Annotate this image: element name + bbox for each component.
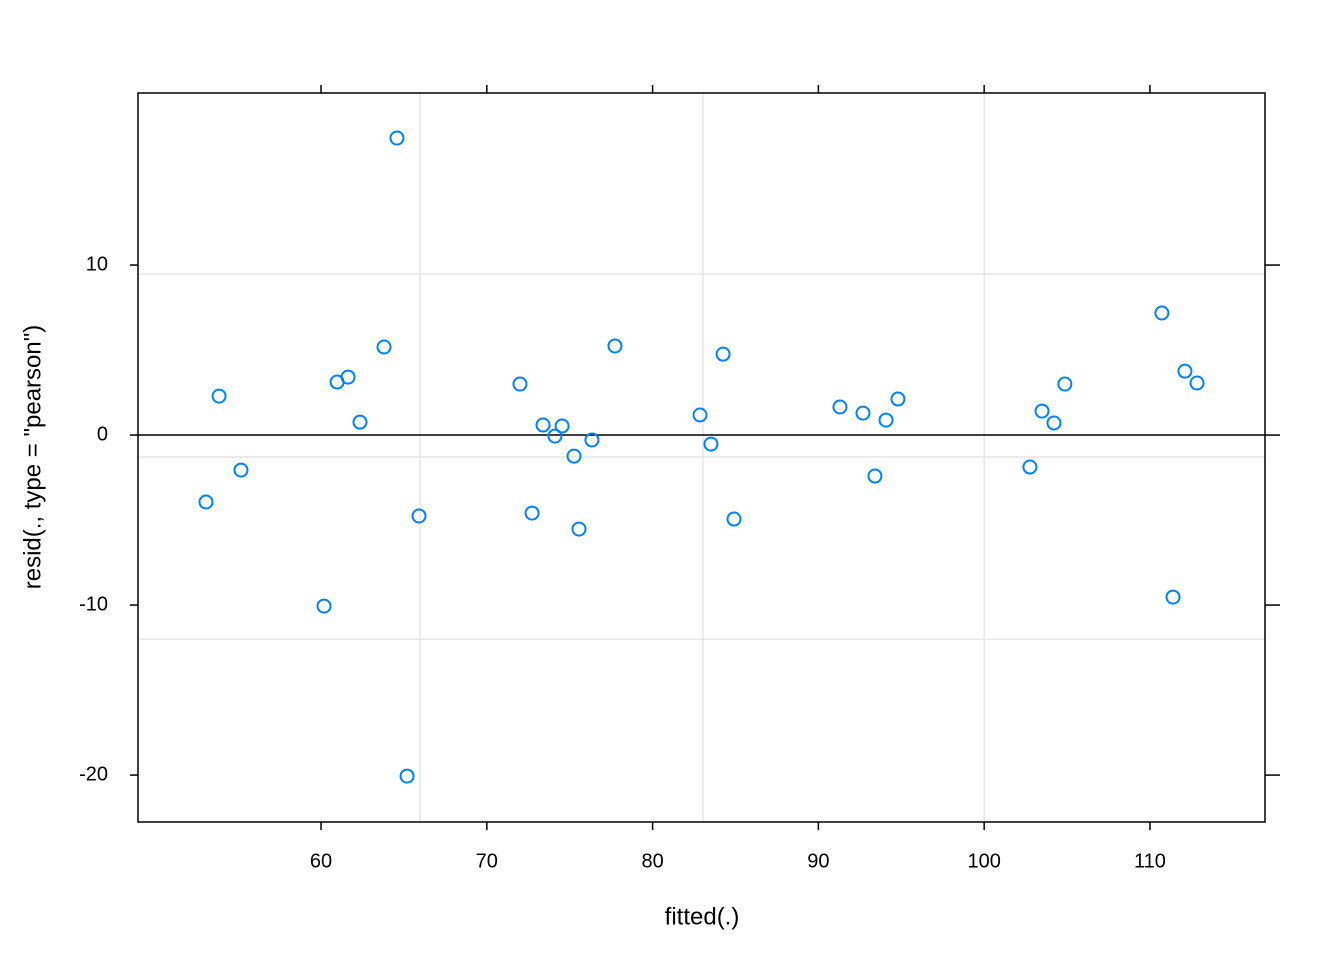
point	[352, 414, 368, 430]
y-tick-label: 10	[86, 253, 108, 275]
x-axis-label: fitted(.)	[665, 903, 740, 930]
point	[1034, 403, 1050, 419]
point	[316, 598, 332, 614]
x-tick-label: 60	[310, 850, 332, 872]
point	[832, 399, 848, 415]
point	[198, 494, 214, 510]
point	[554, 418, 570, 434]
point	[867, 468, 883, 484]
point	[376, 339, 392, 355]
point	[890, 391, 906, 407]
point	[571, 521, 587, 537]
x-tick-label: 110	[1134, 850, 1166, 872]
point	[1022, 459, 1038, 475]
point	[715, 346, 731, 362]
point	[1046, 415, 1062, 431]
point	[535, 417, 551, 433]
point	[1154, 305, 1170, 321]
point	[1057, 376, 1073, 392]
point	[340, 369, 356, 385]
x-tick-label: 100	[967, 850, 1000, 872]
point	[607, 338, 623, 354]
point	[547, 428, 563, 444]
y-tick-label: 0	[97, 423, 108, 445]
x-tick-label: 80	[641, 850, 663, 872]
point	[566, 448, 582, 464]
x-tick-label: 70	[476, 850, 498, 872]
point	[703, 436, 719, 452]
point	[692, 407, 708, 423]
point	[411, 508, 427, 524]
x-tick-label: 90	[807, 850, 829, 872]
panel-border	[137, 92, 1266, 823]
point	[1177, 363, 1193, 379]
point	[878, 412, 894, 428]
y-tick-label: -20	[79, 763, 108, 785]
point	[584, 432, 600, 448]
y-tick-label: -10	[79, 593, 108, 615]
point	[855, 405, 871, 421]
y-axis-label: resid(., type = "pearson")	[19, 325, 46, 590]
point	[233, 462, 249, 478]
point	[389, 130, 405, 146]
point	[726, 511, 742, 527]
point	[512, 376, 528, 392]
point	[211, 388, 227, 404]
point	[399, 768, 415, 784]
point	[1189, 375, 1205, 391]
point	[524, 505, 540, 521]
point	[1165, 589, 1181, 605]
